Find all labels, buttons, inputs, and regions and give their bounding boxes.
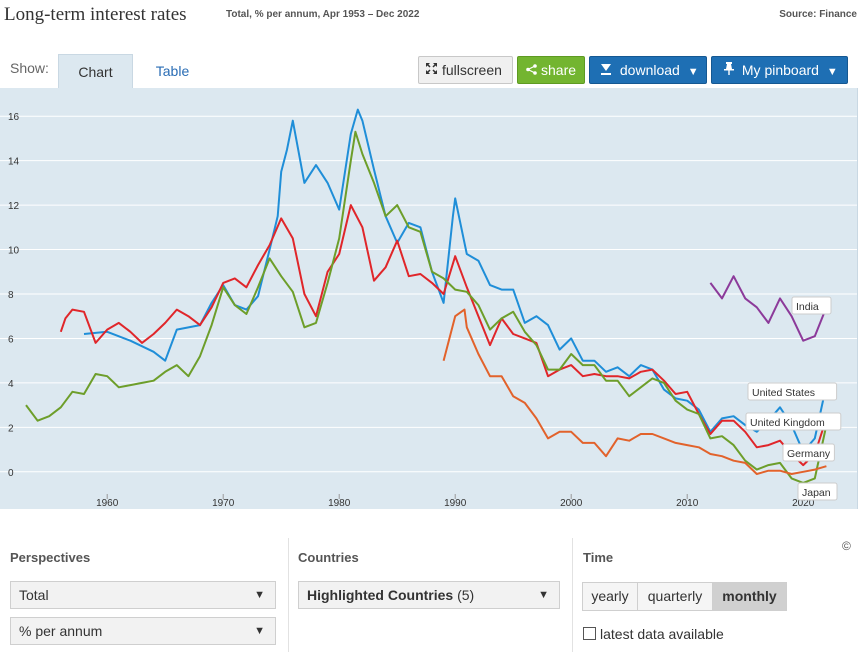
countries-title: Countries [298, 550, 359, 565]
y-tick-label: 8 [8, 290, 14, 301]
share-label: share [541, 62, 577, 78]
chart-title: Long-term interest rates [4, 4, 187, 25]
series-line [709, 275, 828, 342]
series-line [59, 204, 828, 467]
download-icon [600, 57, 612, 83]
source-label: Source: Finance [779, 9, 857, 20]
series-label: India [796, 301, 819, 313]
series-line [25, 130, 828, 484]
y-tick-label: 4 [8, 379, 14, 390]
series-label: Japan [802, 487, 831, 499]
series-line [442, 308, 827, 475]
x-tick-label: 1960 [96, 498, 119, 509]
chevron-down-icon: ▼ [254, 589, 265, 601]
pinboard-button[interactable]: My pinboard ▼ [711, 56, 848, 84]
line-chart: 0 2 4 6 8 10 12 14 16 1960 1970 1980 1990 2000 2010 202… [0, 108, 857, 509]
y-tick-label: 14 [8, 157, 20, 168]
download-button[interactable]: download ▼ [589, 56, 707, 84]
y-tick-label: 0 [8, 468, 14, 479]
series-label: Germany [787, 448, 831, 460]
time-yearly-button[interactable]: yearly [582, 582, 638, 611]
x-tick-label: 1970 [212, 498, 235, 509]
y-tick-label: 6 [8, 334, 14, 345]
unit-select[interactable]: % per annum ▼ [10, 617, 276, 645]
latest-data-option[interactable]: latest data available [583, 626, 724, 642]
series-label-box [745, 412, 842, 431]
time-quarterly-button[interactable]: quarterly [637, 582, 713, 611]
share-button[interactable]: share [517, 56, 585, 84]
series-label-box [747, 382, 838, 401]
chevron-down-icon: ▼ [254, 625, 265, 637]
y-tick-label: 10 [8, 246, 20, 257]
series-label: United Kingdom [750, 417, 825, 429]
unit-value: % per annum [19, 623, 103, 639]
chart-background [0, 88, 858, 509]
pin-icon [724, 57, 734, 83]
series-label-box [791, 296, 832, 315]
chevron-down-icon: ▼ [687, 66, 699, 78]
x-tick-label: 1990 [444, 498, 467, 509]
y-tick-label: 2 [8, 423, 14, 434]
y-tick-label: 12 [8, 201, 20, 212]
toolbar: Show: Chart Table fullscreen share downl… [0, 52, 863, 88]
chevron-down-icon: ▼ [538, 589, 549, 601]
x-tick-label: 1980 [328, 498, 351, 509]
measure-value: Total [19, 587, 49, 603]
divider [288, 538, 289, 652]
chart-subtitle: Total, % per annum, Apr 1953 – Dec 2022 [226, 9, 420, 20]
chevron-down-icon: ▼ [826, 66, 838, 78]
countries-value: Highlighted Countries [307, 587, 454, 603]
series-label-box [797, 482, 838, 501]
countries-count: (5) [457, 587, 475, 603]
measure-select[interactable]: Total ▼ [10, 581, 276, 609]
x-tick-label: 2000 [560, 498, 583, 509]
expand-icon [425, 57, 438, 83]
share-icon [526, 57, 537, 83]
series-label: United States [752, 387, 815, 399]
series-label-box [782, 443, 835, 462]
y-tick-label: 16 [8, 112, 20, 123]
series-line [83, 108, 828, 453]
time-monthly-button[interactable]: monthly [712, 582, 787, 611]
fullscreen-button[interactable]: fullscreen [418, 56, 513, 84]
header: Long-term interest rates Total, % per an… [0, 0, 863, 30]
divider [572, 538, 573, 652]
time-title: Time [583, 550, 614, 565]
countries-select[interactable]: Highlighted Countries (5) ▼ [298, 581, 560, 609]
latest-data-checkbox[interactable] [583, 627, 596, 640]
download-label: download [619, 62, 680, 78]
show-label: Show: [10, 60, 49, 76]
copyright-icon: © [842, 539, 851, 553]
tab-chart[interactable]: Chart [58, 54, 133, 88]
tab-table[interactable]: Table [155, 63, 190, 79]
x-tick-label: 2010 [676, 498, 699, 509]
latest-data-label: latest data available [600, 626, 724, 642]
pinboard-label: My pinboard [741, 62, 819, 78]
x-tick-label: 2020 [792, 498, 815, 509]
fullscreen-label: fullscreen [442, 62, 502, 78]
perspectives-title: Perspectives [10, 550, 91, 565]
